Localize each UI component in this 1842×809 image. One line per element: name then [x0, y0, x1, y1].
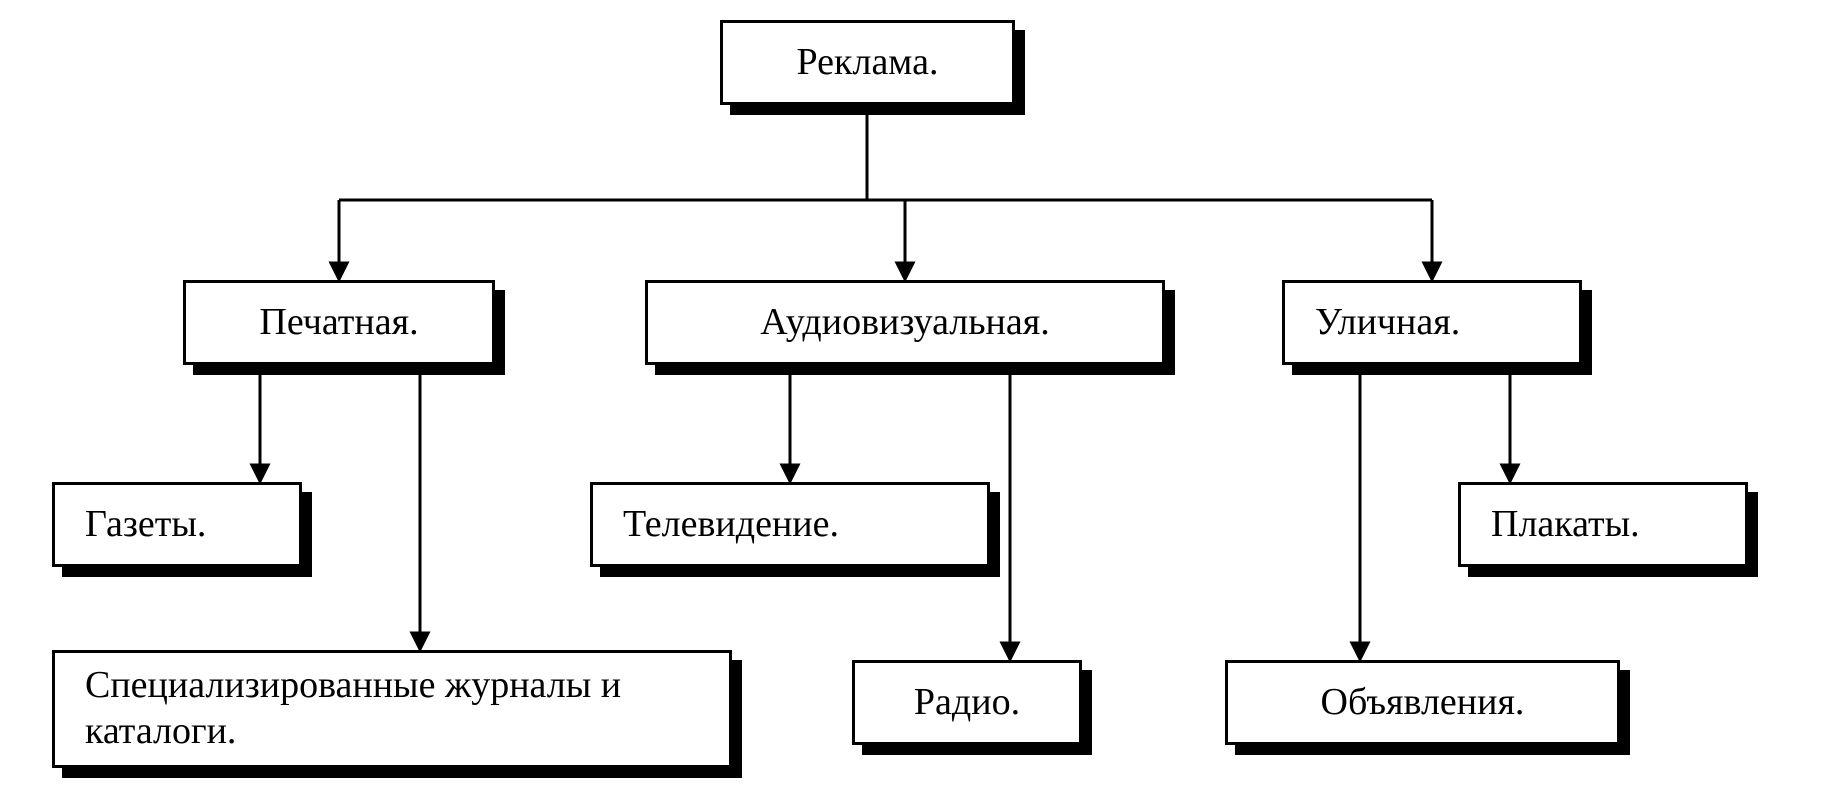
node-television-label: Телевидение.	[623, 502, 839, 548]
node-radio-label: Радио.	[914, 680, 1020, 726]
node-magazines-label: Специализированные журналы и каталоги.	[85, 663, 699, 754]
node-announcements-label: Объявления.	[1321, 680, 1525, 726]
node-root-label: Реклама.	[797, 40, 939, 86]
node-audiovisual: Аудиовизуальная.	[645, 280, 1165, 365]
node-street-label: Уличная.	[1315, 300, 1460, 346]
node-print: Печатная.	[183, 280, 495, 365]
node-print-label: Печатная.	[259, 300, 418, 346]
node-audiovisual-label: Аудиовизуальная.	[760, 300, 1050, 346]
node-posters: Плакаты.	[1458, 482, 1748, 567]
node-newspapers: Газеты.	[52, 482, 302, 567]
node-radio: Радио.	[852, 660, 1082, 745]
node-posters-label: Плакаты.	[1491, 502, 1640, 548]
node-newspapers-label: Газеты.	[85, 502, 206, 548]
node-announcements: Объявления.	[1225, 660, 1620, 745]
node-magazines: Специализированные журналы и каталоги.	[52, 650, 732, 768]
node-television: Телевидение.	[590, 482, 990, 567]
node-root: Реклама.	[720, 20, 1015, 105]
node-street: Уличная.	[1282, 280, 1582, 365]
